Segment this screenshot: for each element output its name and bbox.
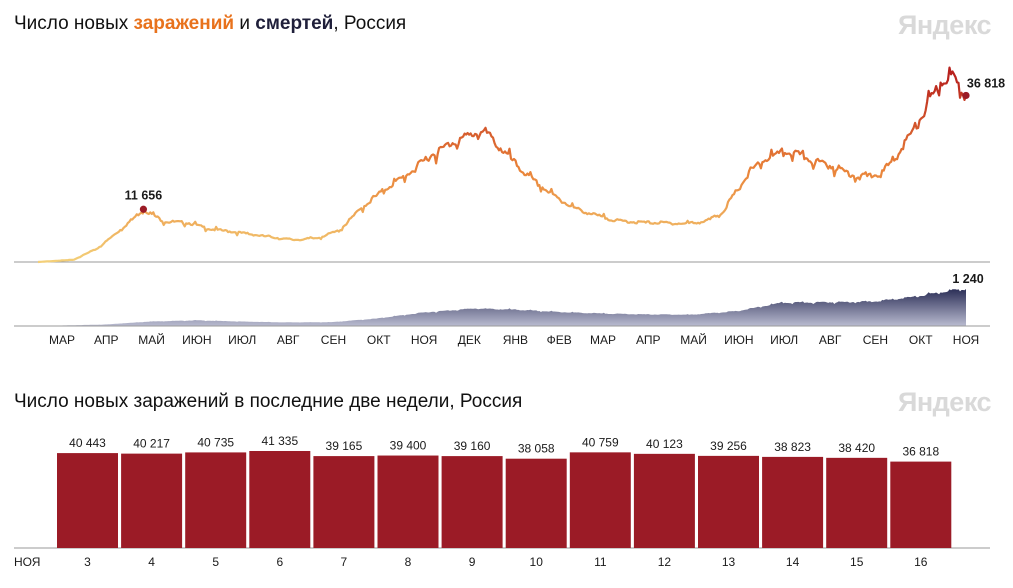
infections-series-line bbox=[37, 66, 968, 264]
infections-peak-marker bbox=[139, 205, 148, 213]
x-tick-label: МАЙ bbox=[680, 332, 707, 347]
title-suffix: , Россия bbox=[333, 13, 407, 34]
bar-value-label: 38 058 bbox=[518, 442, 555, 456]
bar bbox=[313, 456, 375, 548]
x-tick-label: ИЮЛ bbox=[770, 333, 798, 347]
bar-value-label: 41 335 bbox=[261, 434, 298, 448]
bar bbox=[185, 452, 247, 548]
x-tick-label: ФЕВ bbox=[547, 333, 572, 347]
x-tick-label: ЯНВ bbox=[503, 333, 528, 347]
yandex-watermark-top: Яндекс bbox=[897, 10, 992, 40]
bar-day-label: 8 bbox=[405, 555, 412, 569]
bar bbox=[121, 453, 183, 548]
deaths-series-area bbox=[38, 289, 966, 326]
bar bbox=[57, 453, 118, 548]
bar bbox=[505, 458, 567, 548]
bar-value-label: 40 217 bbox=[133, 437, 170, 451]
bar-day-label: 9 bbox=[469, 555, 476, 569]
x-tick-label: ОКТ bbox=[909, 333, 933, 347]
bar-day-label: 5 bbox=[212, 555, 219, 569]
bar-value-label: 39 165 bbox=[326, 439, 363, 453]
bar-value-label: 40 759 bbox=[582, 435, 619, 449]
bar-value-label: 39 400 bbox=[390, 439, 427, 453]
bar bbox=[633, 453, 695, 548]
yandex-watermark-bottom: Яндекс bbox=[897, 387, 992, 417]
bar-day-label: 13 bbox=[722, 555, 736, 569]
title-middle: и bbox=[234, 13, 256, 34]
bar-value-label: 39 256 bbox=[710, 439, 747, 453]
bars-month-label: НОЯ bbox=[14, 555, 40, 569]
x-tick-label: АПР bbox=[636, 333, 661, 347]
bar-day-label: 7 bbox=[341, 555, 348, 569]
infections-last-label: 36 818 bbox=[967, 76, 1005, 90]
chart2-title: Число новых заражений в последние две не… bbox=[14, 391, 523, 412]
bar-day-label: 4 bbox=[148, 555, 155, 569]
bar bbox=[890, 461, 952, 548]
x-tick-label: НОЯ bbox=[953, 333, 979, 347]
x-tick-label: АВГ bbox=[819, 333, 842, 347]
bar bbox=[762, 456, 824, 548]
x-tick-label: НОЯ bbox=[411, 333, 437, 347]
infections-last-marker bbox=[962, 91, 970, 100]
x-tick-label: МАЙ bbox=[138, 332, 165, 347]
bar-value-label: 38 420 bbox=[838, 441, 875, 455]
bar-value-label: 40 735 bbox=[197, 435, 234, 449]
x-tick-label: СЕН bbox=[321, 333, 346, 347]
x-tick-label: СЕН bbox=[863, 333, 888, 347]
x-tick-label: ИЮЛ bbox=[228, 333, 256, 347]
x-tick-label: ИЮН bbox=[182, 333, 211, 347]
bar-day-label: 16 bbox=[914, 555, 928, 569]
bar-day-label: 11 bbox=[594, 555, 607, 569]
chart1-title: Число новых заражений и смертей, Россия bbox=[14, 13, 406, 35]
deaths-last-label: 1 240 bbox=[952, 272, 983, 286]
title-prefix: Число новых bbox=[14, 13, 134, 34]
bar-day-label: 15 bbox=[850, 555, 864, 569]
x-tick-label: ОКТ bbox=[367, 333, 391, 347]
title-infections-word: заражений bbox=[133, 13, 235, 34]
x-tick-label: МАР bbox=[49, 333, 75, 347]
bar-value-label: 40 443 bbox=[69, 436, 106, 450]
x-tick-label: МАР bbox=[590, 333, 616, 347]
infections-peak-label: 11 656 bbox=[125, 188, 163, 202]
bar-value-label: 40 123 bbox=[646, 437, 683, 451]
bar-day-label: 12 bbox=[658, 555, 672, 569]
bar-day-label: 10 bbox=[530, 555, 544, 569]
bar-day-label: 3 bbox=[84, 555, 91, 569]
title-deaths-word: смертей bbox=[255, 13, 334, 34]
bar bbox=[826, 457, 888, 548]
bar-day-label: 14 bbox=[786, 555, 800, 569]
bar-day-label: 6 bbox=[276, 555, 283, 569]
bar-value-label: 36 818 bbox=[902, 445, 939, 459]
x-tick-label: АВГ bbox=[277, 333, 300, 347]
bar-value-label: 38 823 bbox=[774, 440, 811, 454]
bar-value-label: 39 160 bbox=[454, 439, 491, 453]
bar bbox=[249, 451, 311, 548]
x-tick-label: ИЮН bbox=[724, 333, 753, 347]
bar bbox=[569, 452, 631, 548]
x-tick-label: АПР bbox=[94, 333, 119, 347]
bar bbox=[377, 455, 439, 548]
bar bbox=[698, 455, 759, 548]
x-tick-label: ДЕК bbox=[458, 333, 481, 347]
bar bbox=[441, 456, 503, 548]
